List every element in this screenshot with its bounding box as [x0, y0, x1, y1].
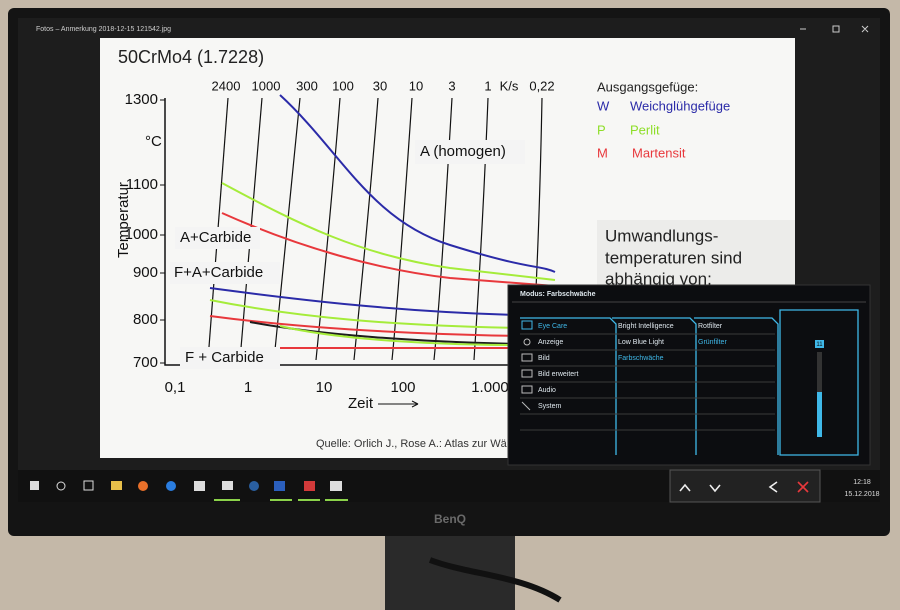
note-line: abhängig von:: [605, 269, 712, 288]
region-label: A+Carbide: [180, 229, 251, 246]
y-tick-label: 1300: [125, 91, 158, 108]
osd-submenu-item[interactable]: Low Blue Light: [618, 339, 664, 346]
legend-key: M: [597, 145, 608, 160]
rate-label: 2400: [212, 78, 241, 93]
legend-label: Weichglühgefüge: [630, 98, 730, 113]
osd-menu-item[interactable]: Audio: [538, 387, 556, 394]
rate-label: 3: [448, 78, 455, 93]
rate-label: 300: [296, 78, 318, 93]
osd-slider-frame: [779, 309, 859, 456]
label-box: [415, 140, 525, 164]
osd-mode: Modus: Farbschwäche: [520, 291, 596, 298]
label-box: [180, 347, 280, 369]
rate-unit: K/s: [500, 78, 519, 93]
clock-date: 15.12.2018: [844, 491, 879, 498]
x-arrow: [378, 400, 419, 408]
window-controls[interactable]: [800, 25, 869, 33]
osd-rows: [520, 333, 775, 431]
x-tick-label: 100: [390, 379, 415, 396]
legend-label: Perlit: [630, 122, 660, 137]
region-label: A (homogen): [420, 143, 506, 160]
transformation-curves: [209, 94, 556, 349]
rate-label: 0,22: [529, 78, 554, 93]
top-axis: 2400 1000 300 100 30 10 3 1 K/s 0,22: [212, 78, 555, 93]
osd-icon: [521, 320, 533, 330]
clock-time: 12:18: [853, 479, 871, 486]
osd-icons: [521, 338, 533, 411]
osd: [507, 284, 871, 466]
osd-button-bar: [669, 469, 821, 503]
brand: BenQ: [434, 512, 466, 526]
x-tick-label: 0,1: [165, 379, 186, 396]
slide-title: 50CrMo4 (1.7228): [118, 47, 264, 67]
label-box: [175, 227, 260, 249]
osd-menu-item[interactable]: System: [538, 403, 562, 410]
y-tick-label: 1100: [126, 176, 158, 193]
osd-menu-item[interactable]: Bild: [538, 355, 550, 362]
note-line: Umwandlungs-: [605, 226, 718, 245]
osd-slider-value-box: [815, 340, 824, 348]
osd-menu-item[interactable]: Eye Care: [538, 323, 567, 330]
note-box: [597, 220, 795, 290]
x-label: Zeit: [348, 395, 374, 412]
y-tick-label: 800: [133, 311, 158, 328]
legend-label: Martensit: [632, 145, 686, 160]
y-unit: °C: [145, 133, 162, 150]
y-ticks: [160, 99, 165, 364]
y-label: Temperatur: [115, 182, 132, 258]
x-tick-label: 10: [316, 379, 333, 396]
y-tick-label: 1000: [125, 226, 158, 243]
legend-key: P: [597, 122, 606, 137]
osd-menu-item[interactable]: Bild erweitert: [538, 371, 579, 378]
osd-slider-fill: [817, 392, 822, 437]
y-tick-label: 700: [133, 354, 158, 371]
osd-frames: [520, 317, 779, 455]
legend-title: Ausgangsgefüge:: [597, 79, 698, 94]
osd-submenu-item[interactable]: Farbschwäche: [618, 355, 664, 362]
osd-option[interactable]: Rotfilter: [698, 323, 723, 330]
osd-menu-item[interactable]: Anzeige: [538, 339, 563, 346]
region-label: F + Carbide: [185, 349, 264, 366]
osd-submenu-item[interactable]: Bright Intelligence: [618, 323, 674, 330]
note-line: temperaturen sind: [605, 248, 742, 267]
y-tick-label: 900: [133, 264, 158, 281]
rate-label: 10: [409, 78, 423, 93]
source: Quelle: Orlich J., Rose A.: Atlas zur Wä…: [316, 438, 520, 450]
label-box: [170, 262, 280, 284]
x-tick-label: 1.000: [471, 379, 509, 396]
rate-label: 100: [332, 78, 354, 93]
rate-label: 30: [373, 78, 387, 93]
osd-buttons[interactable]: [679, 481, 809, 493]
rate-label: 1000: [252, 78, 281, 93]
stand: [385, 530, 515, 610]
x-tick-label: 1: [244, 379, 252, 396]
region-label: F+A+Carbide: [174, 264, 263, 281]
osd-option[interactable]: Grünfilter: [698, 339, 727, 346]
cable: [428, 557, 562, 603]
window-title: Fotos – Anmerkung 2018-12-15 121542.jpg: [36, 26, 171, 33]
axes: [164, 98, 560, 366]
rate-label: 1: [484, 78, 491, 93]
legend-key: W: [597, 98, 610, 113]
osd-slider-value: 11: [816, 342, 823, 348]
taskbar-icons[interactable]: [30, 480, 342, 491]
